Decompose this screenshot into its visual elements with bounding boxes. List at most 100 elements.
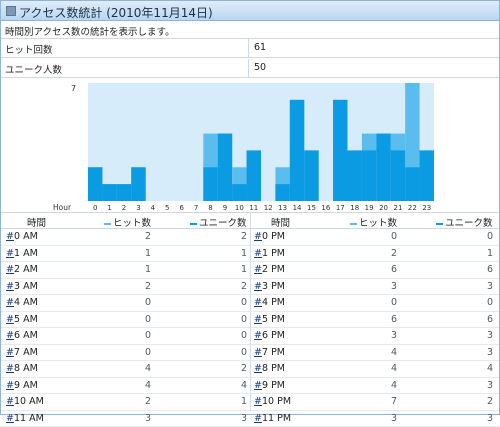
uniques-legend-mark <box>436 223 443 225</box>
pm-uniques: 3 <box>453 413 493 424</box>
hits-legend-mark <box>350 223 357 225</box>
pm-time: 8 PM <box>262 363 285 374</box>
pm-row-link[interactable]: # <box>254 380 262 391</box>
uniques-bar-2 <box>117 184 131 201</box>
am-uniques: 3 <box>207 413 247 424</box>
hits-legend-mark <box>104 223 111 225</box>
am-hits: 2 <box>111 231 151 242</box>
x-tick-label: 4 <box>151 204 156 212</box>
pm-row-link[interactable]: # <box>254 314 262 325</box>
pm-hits: 7 <box>357 396 397 407</box>
am-row-link[interactable]: # <box>6 363 14 374</box>
pm-uniques: 3 <box>453 281 493 292</box>
pm-hits-header: ヒット数 <box>350 215 397 229</box>
x-tick-label: 3 <box>136 204 140 212</box>
pm-uniques-header: ユニーク数 <box>436 215 493 229</box>
am-hits: 2 <box>111 396 151 407</box>
pm-hits: 3 <box>357 413 397 424</box>
am-time: 4 AM <box>14 297 38 308</box>
am-row-link[interactable]: # <box>6 330 14 341</box>
uniques-bar-3 <box>131 167 145 201</box>
x-tick-label: 10 <box>235 204 244 212</box>
pm-row-link[interactable]: # <box>254 248 262 259</box>
x-tick-label: 9 <box>223 204 227 212</box>
am-uniques: 2 <box>207 363 247 374</box>
am-row-link[interactable]: # <box>6 413 14 424</box>
pm-time-header: 時間 <box>271 215 290 229</box>
am-time: 11 AM <box>14 413 44 424</box>
uniques-bar-0 <box>88 167 102 201</box>
summary-row-hits: ヒット回数 61 <box>1 39 499 58</box>
am-row-link[interactable]: # <box>6 396 14 407</box>
pm-hits: 0 <box>357 231 397 242</box>
pm-time: 7 PM <box>262 347 285 358</box>
uniques-bar-13 <box>275 184 289 201</box>
x-tick-label: 6 <box>179 204 184 212</box>
am-hits: 0 <box>111 330 151 341</box>
am-row-link[interactable]: # <box>6 248 14 259</box>
uniques-bar-19 <box>362 150 376 201</box>
am-time: 0 AM <box>14 231 38 242</box>
am-hits-header: ヒット数 <box>104 215 151 229</box>
pm-time: 0 PM <box>262 231 285 242</box>
x-tick-label: 2 <box>122 204 126 212</box>
pm-time: 3 PM <box>262 281 285 292</box>
pm-row-link[interactable]: # <box>254 413 262 424</box>
am-uniques: 2 <box>207 231 247 242</box>
am-hits-header-label: ヒット数 <box>113 218 151 229</box>
uniques-bar-18 <box>348 150 362 201</box>
pm-row-link[interactable]: # <box>254 281 262 292</box>
pm-row-link[interactable]: # <box>254 297 262 308</box>
x-tick-label: 11 <box>249 204 258 212</box>
am-uniques: 0 <box>207 297 247 308</box>
x-tick-label: 8 <box>208 204 212 212</box>
pm-hits: 6 <box>357 314 397 325</box>
pm-hits: 3 <box>357 281 397 292</box>
pm-uniques: 6 <box>453 264 493 275</box>
hits-total-label: ヒット回数 <box>5 42 53 56</box>
x-tick-label: 18 <box>350 204 359 212</box>
uniques-total-value: 50 <box>254 62 266 73</box>
pm-row-link[interactable]: # <box>254 347 262 358</box>
am-time: 8 AM <box>14 363 38 374</box>
x-tick-label: 23 <box>422 204 431 212</box>
pm-uniques: 4 <box>453 363 493 374</box>
pm-uniques-header-label: ユニーク数 <box>445 218 493 229</box>
am-row-link[interactable]: # <box>6 314 14 325</box>
am-row-link[interactable]: # <box>6 231 14 242</box>
am-row-link[interactable]: # <box>6 281 14 292</box>
x-tick-label: 12 <box>264 204 273 212</box>
am-row-link[interactable]: # <box>6 347 14 358</box>
pm-row-link[interactable]: # <box>254 396 262 407</box>
x-tick-label: 22 <box>408 204 417 212</box>
pm-row-link[interactable]: # <box>254 264 262 275</box>
am-time: 7 AM <box>14 347 38 358</box>
am-hits: 1 <box>111 248 151 259</box>
am-time: 3 AM <box>14 281 38 292</box>
y-tick-label: 7 <box>71 84 76 93</box>
pm-uniques: 0 <box>453 231 493 242</box>
pm-hits: 0 <box>357 297 397 308</box>
am-row-link[interactable]: # <box>6 380 14 391</box>
uniques-bar-23 <box>420 150 434 201</box>
x-tick-label: 15 <box>307 204 316 212</box>
hits-total-value: 61 <box>254 42 266 53</box>
uniques-bar-8 <box>203 167 217 201</box>
pm-uniques: 6 <box>453 314 493 325</box>
am-uniques-header-label: ユニーク数 <box>199 218 247 229</box>
x-axis-label: Hour <box>53 203 72 212</box>
am-uniques: 0 <box>207 330 247 341</box>
pm-row-link[interactable]: # <box>254 231 262 242</box>
uniques-bar-1 <box>102 184 116 201</box>
pm-hits: 4 <box>357 363 397 374</box>
am-row-link[interactable]: # <box>6 264 14 275</box>
x-tick-label: 21 <box>393 204 402 212</box>
am-row-link[interactable]: # <box>6 297 14 308</box>
pm-row-link[interactable]: # <box>254 330 262 341</box>
pm-row-link[interactable]: # <box>254 363 262 374</box>
am-uniques: 1 <box>207 264 247 275</box>
x-tick-label: 7 <box>194 204 198 212</box>
